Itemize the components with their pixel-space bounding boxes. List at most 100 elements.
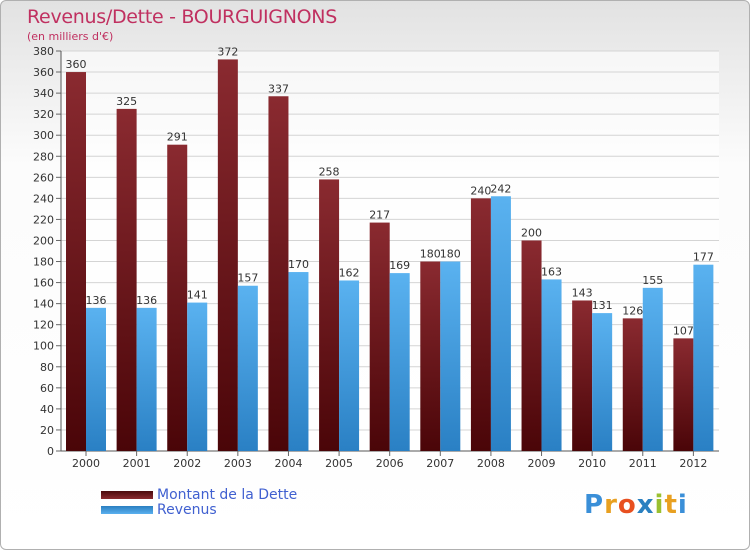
x-tick-label: 2005 [325, 457, 353, 470]
bar-dette [673, 338, 694, 451]
logo-letter: i [654, 490, 665, 520]
x-tick-label: 2008 [477, 457, 505, 470]
bar-revenus [187, 302, 208, 451]
logo-letter: o [617, 490, 637, 520]
bar-dette [116, 108, 137, 451]
y-tick-label: 20 [40, 424, 54, 437]
bar-revenus [339, 280, 360, 451]
bar-value-label: 157 [237, 272, 258, 285]
bar-value-label: 136 [136, 294, 157, 307]
x-tick-label: 2002 [173, 457, 201, 470]
bar-value-label: 143 [572, 286, 593, 299]
x-tick-label: 2003 [224, 457, 252, 470]
bar-dette [369, 222, 390, 451]
x-tick-label: 2004 [274, 457, 302, 470]
x-tick-label: 2000 [72, 457, 100, 470]
y-tick-label: 180 [33, 256, 54, 269]
logo-letter: P [584, 490, 605, 520]
y-tick-label: 280 [33, 150, 54, 163]
bar-value-label: 177 [693, 251, 714, 264]
bar-value-label: 360 [66, 58, 87, 71]
bar-value-label: 162 [339, 266, 360, 279]
bar-revenus [440, 261, 461, 451]
bar-dette [470, 198, 491, 451]
bar-dette [66, 72, 86, 451]
bar-dette [319, 179, 340, 451]
bar-value-label: 136 [86, 294, 107, 307]
bar-value-label: 217 [369, 209, 390, 222]
x-tick-label: 2012 [679, 457, 707, 470]
bar-revenus [288, 272, 309, 451]
chart-title: Revenus/Dette - BOURGUIGNONS [27, 6, 337, 28]
legend-label-dette: Montant de la Dette [157, 486, 298, 503]
bar-value-label: 155 [642, 274, 663, 287]
bar-dette [572, 300, 593, 451]
y-tick-label: 80 [40, 361, 54, 374]
y-tick-label: 100 [33, 340, 54, 353]
legend: Montant de la Dette Revenus [101, 486, 298, 518]
bar-value-label: 107 [673, 324, 694, 337]
x-tick-label: 2001 [123, 457, 151, 470]
bar-value-label: 242 [490, 182, 511, 195]
y-tick-label: 240 [33, 192, 54, 205]
legend-swatch-dette [101, 490, 153, 499]
bar-value-label: 258 [319, 165, 340, 178]
x-tick-label: 2010 [578, 457, 606, 470]
bar-value-label: 169 [389, 259, 410, 272]
bar-revenus [389, 273, 410, 451]
logo-letter: i [677, 490, 688, 520]
y-tick-label: 140 [33, 298, 54, 311]
bar-value-label: 180 [420, 248, 441, 261]
chart-subtitle: (en milliers d'€) [27, 30, 114, 43]
bar-revenus [592, 313, 613, 451]
legend-label-revenus: Revenus [157, 501, 217, 518]
y-tick-label: 160 [33, 277, 54, 290]
y-tick-label: 320 [33, 108, 54, 121]
logo-letter: t [664, 490, 678, 520]
y-tick-label: 0 [47, 445, 54, 458]
bar-value-label: 170 [288, 258, 309, 271]
logo-letter: x [636, 490, 655, 520]
y-tick-label: 300 [33, 129, 54, 142]
y-tick-label: 360 [33, 66, 54, 79]
legend-swatch-revenus [101, 505, 153, 514]
bar-value-label: 180 [440, 248, 461, 261]
x-tick-label: 2006 [376, 457, 404, 470]
bar-value-label: 126 [622, 304, 643, 317]
y-tick-label: 60 [40, 382, 54, 395]
bar-dette [420, 261, 441, 451]
bar-value-label: 131 [592, 299, 613, 312]
bar-dette [268, 96, 289, 452]
bar-value-label: 200 [521, 226, 542, 239]
x-tick-label: 2011 [629, 457, 657, 470]
bar-dette [167, 144, 188, 451]
bar-value-label: 240 [470, 184, 491, 197]
bar-revenus [693, 264, 714, 451]
bar-revenus [86, 307, 106, 451]
y-tick-label: 40 [40, 403, 54, 416]
y-tick-label: 120 [33, 319, 54, 332]
bar-revenus [136, 307, 157, 451]
y-tick-label: 260 [33, 171, 54, 184]
y-tick-label: 340 [33, 87, 54, 100]
logo-letter: r [604, 490, 618, 520]
bar-revenus [237, 285, 258, 451]
x-tick-label: 2007 [426, 457, 454, 470]
bar-dette [622, 318, 643, 451]
bar-value-label: 141 [187, 289, 208, 302]
proxiti-logo: Proxiti [584, 490, 688, 520]
x-tick-label: 2009 [528, 457, 556, 470]
bar-value-label: 291 [167, 131, 188, 144]
y-tick-label: 380 [33, 45, 54, 58]
bar-value-label: 337 [268, 82, 289, 95]
bar-value-label: 372 [217, 45, 238, 58]
bar-revenus [490, 196, 511, 451]
bar-dette [521, 240, 542, 451]
y-tick-label: 220 [33, 213, 54, 226]
legend-item-dette: Montant de la Dette [101, 486, 298, 503]
legend-item-revenus: Revenus [101, 501, 297, 518]
bar-value-label: 163 [541, 265, 562, 278]
bar-revenus [541, 279, 562, 451]
bar-revenus [642, 287, 663, 451]
